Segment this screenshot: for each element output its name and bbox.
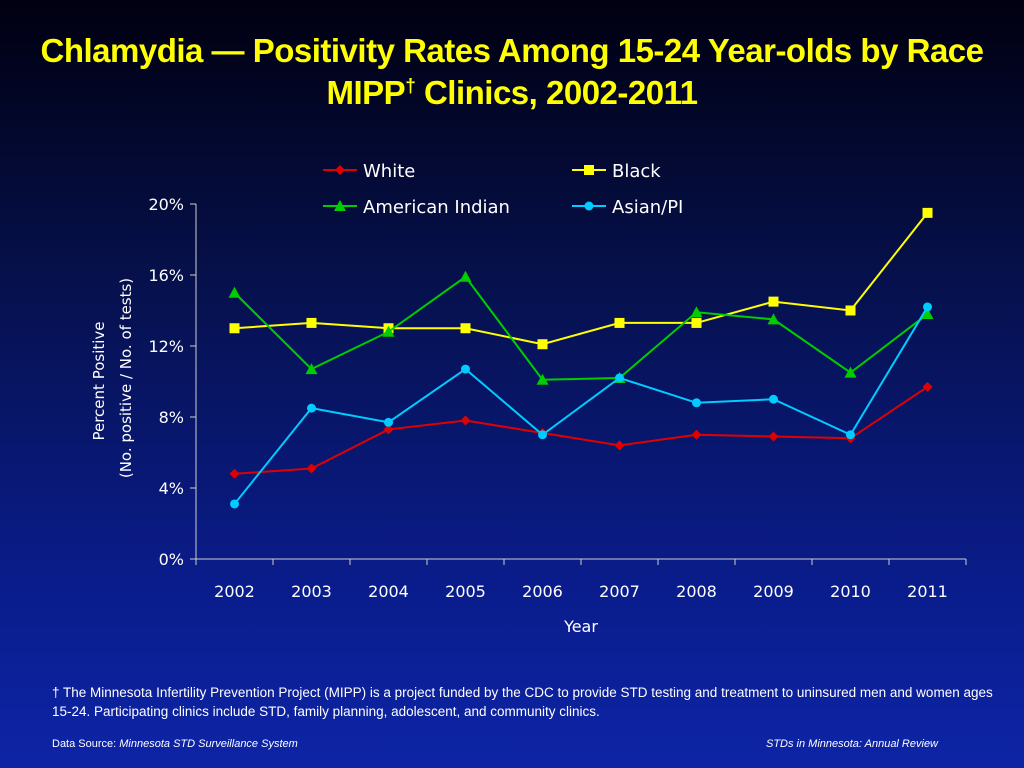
legend-label-asian-pi: Asian/PI	[612, 197, 683, 218]
data-source-label: Data Source:	[52, 738, 120, 750]
data-point-asian-pi	[538, 430, 547, 440]
data-point-asian-pi	[692, 398, 701, 408]
data-point-white	[229, 468, 240, 479]
data-point-white	[306, 463, 317, 474]
data-point-american-indian	[690, 306, 703, 318]
x-tick-label: 2002	[214, 582, 255, 601]
series-line-white	[234, 385, 929, 475]
data-point-black	[229, 323, 240, 334]
y-tick-label: 8%	[159, 408, 184, 427]
x-tick-label: 2004	[368, 582, 409, 601]
data-point-asian-pi	[384, 417, 393, 427]
data-point-asian-pi	[230, 499, 239, 509]
x-tick-label: 2010	[830, 582, 871, 601]
data-point-black	[691, 317, 702, 328]
series-line-american-indian	[233, 275, 929, 381]
data-point-american-indian	[459, 270, 472, 282]
positivity-line-chart: 0% 4% 8% 12% 16% 20% 2002 2003 2004 2005 2006 2007 2…	[90, 161, 967, 636]
data-point-american-indian	[536, 373, 549, 385]
y-axis-title-line1: Percent Positive	[90, 321, 108, 440]
y-tick-label: 4%	[159, 479, 184, 498]
x-tick-label: 2008	[676, 582, 717, 601]
data-point-white	[460, 415, 471, 426]
publication-name-text: STDs in Minnesota: Annual Review	[766, 738, 939, 750]
data-point-asian-pi	[769, 394, 778, 404]
data-point-american-indian	[382, 325, 395, 337]
data-point-asian-pi	[307, 403, 316, 413]
data-point-black	[460, 323, 471, 334]
y-tick-label: 0%	[159, 550, 184, 569]
y-tick-label: 12%	[148, 337, 184, 356]
data-point-asian-pi	[923, 302, 932, 312]
data-point-white	[691, 429, 702, 440]
title-line-2-text: MIPP	[326, 74, 406, 111]
dagger-mark: †	[405, 76, 416, 97]
title-line-2: MIPP† Clinics, 2002-2011	[0, 72, 1024, 114]
data-point-black	[845, 305, 856, 316]
title-line-2-rest: Clinics, 2002-2011	[415, 74, 698, 111]
data-source: Data Source: Minnesota STD Surveillance …	[52, 738, 298, 750]
data-point-white	[614, 440, 625, 451]
data-point-asian-pi	[846, 430, 855, 440]
x-tick-label: 2007	[599, 582, 640, 601]
legend-marker-black	[584, 165, 594, 175]
y-tick-label: 20%	[148, 195, 184, 214]
x-tick-label: 2005	[445, 582, 486, 601]
data-point-white	[922, 381, 933, 392]
slide-title: Chlamydia — Positivity Rates Among 15-24…	[0, 30, 1024, 114]
x-tick-label: 2011	[907, 582, 948, 601]
x-tick-label: 2003	[291, 582, 332, 601]
data-point-black	[306, 317, 317, 328]
legend-marker-white	[335, 165, 345, 175]
data-point-american-indian	[767, 313, 780, 325]
data-source-value: Minnesota STD Surveillance System	[119, 738, 298, 750]
data-point-asian-pi	[615, 373, 624, 383]
x-tick-label: 2006	[522, 582, 563, 601]
data-point-black	[537, 339, 548, 350]
legend-label-black: Black	[612, 161, 661, 182]
series-line-asian-pi	[233, 306, 929, 505]
series-line-black	[234, 212, 929, 346]
x-tick-label: 2009	[753, 582, 794, 601]
data-point-black	[614, 317, 625, 328]
title-line-1: Chlamydia — Positivity Rates Among 15-24…	[40, 32, 984, 69]
data-point-black	[922, 207, 933, 218]
data-point-american-indian	[228, 286, 241, 298]
footnote: † The Minnesota Infertility Prevention P…	[52, 685, 993, 719]
data-point-white	[383, 424, 394, 435]
x-axis-title: Year	[563, 617, 598, 636]
y-axis-title-line2: (No. positive / No. of tests)	[117, 278, 135, 478]
data-point-american-indian	[305, 363, 318, 375]
y-tick-label: 16%	[148, 266, 184, 285]
legend-label-american-indian: American Indian	[363, 197, 510, 218]
legend-marker-asian-pi	[584, 201, 594, 211]
data-point-white	[768, 431, 779, 442]
data-point-black	[768, 296, 779, 307]
data-point-asian-pi	[461, 364, 470, 374]
publication-name: STDs in Minnesota: Annual Review	[766, 738, 938, 750]
legend-marker-american-indian	[334, 200, 346, 211]
data-point-american-indian	[921, 308, 934, 320]
legend-label-white: White	[363, 161, 415, 182]
data-point-american-indian	[844, 366, 857, 378]
